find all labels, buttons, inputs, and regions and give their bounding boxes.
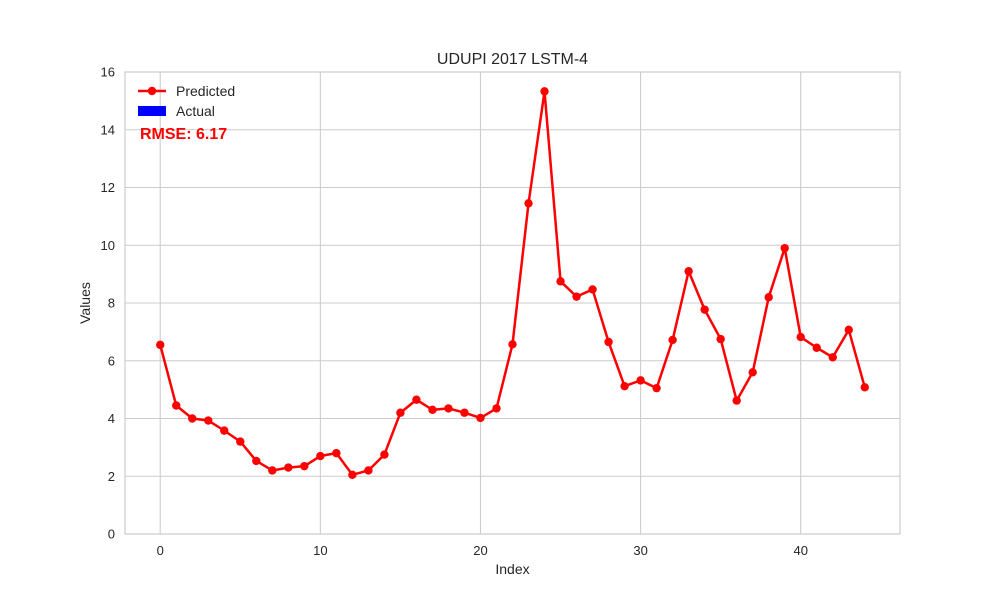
predicted-data-point <box>252 456 261 466</box>
series <box>156 87 869 480</box>
y-tick-label: 0 <box>108 527 115 542</box>
predicted-data-point <box>828 353 837 362</box>
legend: Predicted Actual <box>138 83 235 119</box>
predicted-data-point <box>412 395 421 404</box>
predicted-data-point <box>556 277 565 286</box>
x-tick-label: 30 <box>633 543 647 558</box>
predicted-data-point <box>380 450 389 459</box>
x-tick-label: 40 <box>793 543 807 558</box>
predicted-data-point <box>300 461 309 471</box>
predicted-data-point <box>844 325 853 335</box>
legend-label-actual: Actual <box>176 103 215 119</box>
predicted-data-point <box>348 470 357 480</box>
predicted-data-point <box>604 337 613 347</box>
plot-frame <box>124 71 901 535</box>
predicted-data-point <box>716 334 725 344</box>
predicted-data-point <box>492 404 501 413</box>
predicted-data-point <box>268 466 277 475</box>
predicted-data-point <box>620 381 629 391</box>
y-tick-labels: 0 2 4 6 8 10 12 14 16 <box>101 65 115 542</box>
predicted-data-point <box>860 383 869 392</box>
legend-label-predicted: Predicted <box>176 83 235 99</box>
predicted-data-point <box>732 396 741 405</box>
predicted-data-point <box>668 335 677 345</box>
x-tick-label: 10 <box>313 543 327 558</box>
predicted-data-point <box>460 408 469 417</box>
predicted-data-point <box>364 466 373 475</box>
y-axis-label: Values <box>77 282 93 324</box>
predicted-data-point <box>428 405 437 415</box>
predicted-data-point <box>172 401 181 410</box>
predicted-data-point <box>684 267 693 276</box>
y-tick-label: 4 <box>108 411 115 426</box>
predicted-data-point <box>780 243 789 253</box>
predicted-data-point <box>524 199 533 208</box>
y-tick-label: 14 <box>101 122 115 137</box>
predicted-data-point <box>396 408 405 417</box>
predicted-data-point <box>284 463 293 472</box>
y-tick-label: 12 <box>101 180 115 195</box>
x-tick-label: 20 <box>473 543 487 558</box>
y-tick-label: 16 <box>101 65 115 80</box>
predicted-data-point <box>476 413 485 423</box>
y-tick-label: 2 <box>108 469 115 484</box>
x-tick-label: 0 <box>157 543 164 558</box>
x-axis-label: Index <box>495 561 529 577</box>
predicted-data-point <box>588 285 597 294</box>
predicted-data-point <box>204 416 213 425</box>
predicted-data-point <box>444 404 453 413</box>
legend-marker-predicted <box>147 86 157 96</box>
legend-swatch-actual <box>138 106 166 116</box>
predicted-data-point <box>748 368 757 377</box>
predicted-data-point <box>700 305 709 314</box>
chart-title: UDUPI 2017 LSTM-4 <box>437 51 588 68</box>
predicted-data-point <box>764 293 773 302</box>
predicted-data-point <box>316 451 325 461</box>
x-tick-labels: 0 10 20 30 40 <box>157 543 808 558</box>
predicted-data-point <box>812 343 821 352</box>
predicted-data-point <box>156 340 165 350</box>
predicted-data-point <box>652 383 661 393</box>
predicted-data-point <box>188 414 197 423</box>
y-tick-label: 8 <box>108 296 115 311</box>
grid <box>125 71 900 535</box>
predicted-data-point <box>236 437 245 446</box>
predicted-data-point <box>220 426 229 435</box>
predicted-data-point <box>508 340 517 349</box>
predicted-series-line <box>159 90 866 477</box>
predicted-data-point <box>332 448 341 458</box>
predicted-data-point <box>636 376 645 385</box>
y-tick-label: 10 <box>101 238 115 253</box>
rmse-annotation: RMSE: 6.17 <box>140 126 227 143</box>
predicted-data-point <box>540 87 549 96</box>
predicted-data-point <box>572 292 581 301</box>
predicted-data-point <box>796 332 805 342</box>
y-tick-label: 6 <box>108 353 115 368</box>
